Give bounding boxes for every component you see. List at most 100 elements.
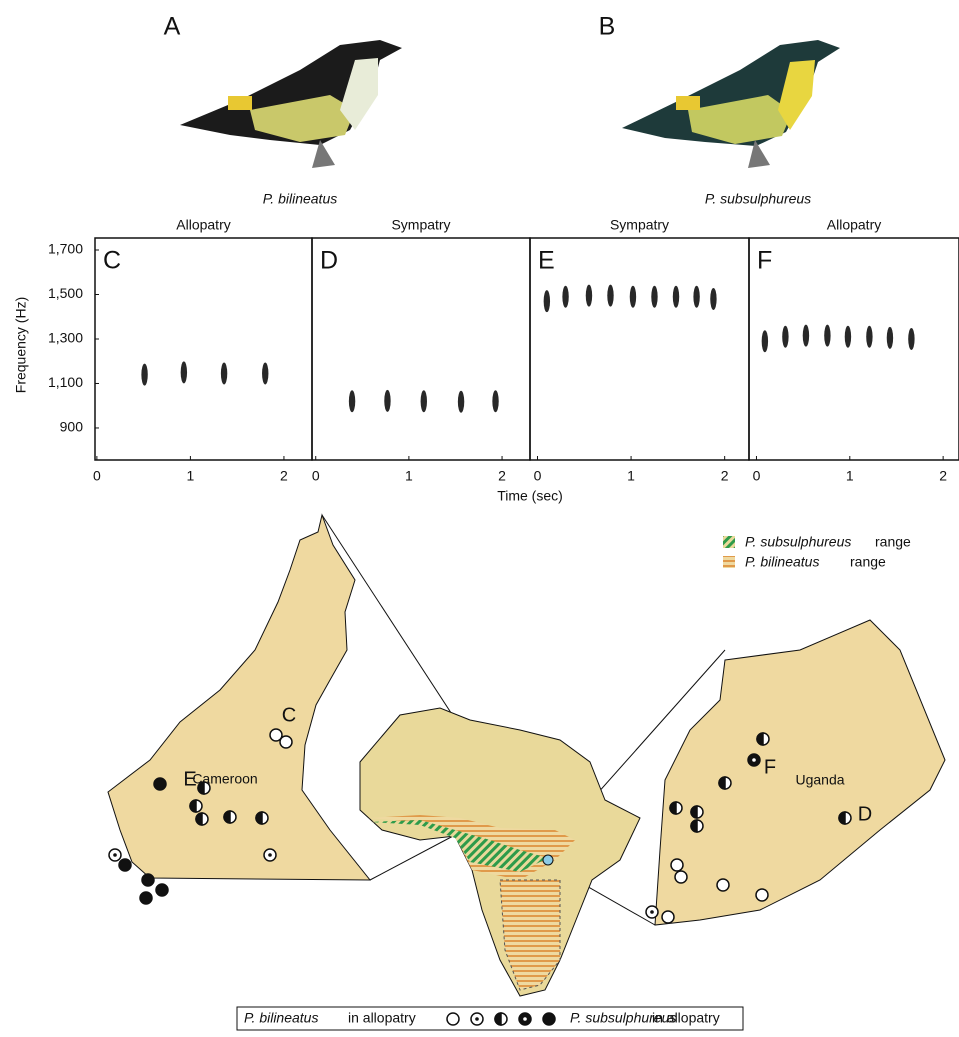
site-symbol bbox=[256, 812, 262, 824]
song-note bbox=[762, 330, 768, 352]
site-label: E bbox=[183, 768, 196, 790]
panel-label: F bbox=[757, 247, 772, 275]
song-note bbox=[693, 286, 699, 308]
legend-label: in allopatry bbox=[348, 1010, 416, 1026]
x-tick-label: 0 bbox=[312, 468, 320, 484]
cameroon bbox=[108, 515, 370, 880]
site-symbol bbox=[198, 782, 204, 794]
site-symbol bbox=[717, 879, 729, 891]
bird-b bbox=[622, 40, 840, 168]
legend-label: P. bilineatus bbox=[745, 554, 819, 570]
song-note bbox=[384, 390, 390, 412]
panel-frame bbox=[530, 238, 749, 460]
y-tick-label: 1,100 bbox=[48, 374, 83, 390]
y-tick-label: 1,500 bbox=[48, 285, 83, 301]
panel-label: B bbox=[599, 13, 616, 41]
song-note bbox=[803, 325, 809, 347]
x-axis-label: Time (sec) bbox=[497, 488, 563, 504]
site-symbol bbox=[756, 889, 768, 901]
song-note bbox=[421, 390, 427, 412]
legend-label: P. bilineatus bbox=[244, 1010, 318, 1026]
x-tick-label: 2 bbox=[498, 468, 506, 484]
legend-swatch bbox=[723, 556, 735, 568]
legend-label: in allopatry bbox=[652, 1010, 720, 1026]
song-note bbox=[887, 327, 893, 349]
legend-label: range bbox=[875, 534, 911, 550]
panel-label: E bbox=[538, 247, 555, 275]
site-symbol bbox=[543, 1013, 555, 1025]
site-symbol bbox=[268, 853, 272, 857]
x-tick-label: 0 bbox=[93, 468, 101, 484]
page: A B P. bilineatus P. subsulphureus Frequ… bbox=[0, 0, 959, 1037]
song-note bbox=[651, 286, 657, 308]
site-symbol bbox=[650, 910, 654, 914]
site-symbol bbox=[142, 874, 154, 886]
song-note bbox=[349, 390, 355, 412]
site-symbol bbox=[757, 733, 763, 745]
song-note bbox=[866, 326, 872, 348]
song-note bbox=[544, 290, 550, 312]
song-note bbox=[710, 288, 716, 310]
site-symbol bbox=[752, 758, 756, 762]
song-note bbox=[630, 286, 636, 308]
site-symbol bbox=[280, 736, 292, 748]
song-note bbox=[492, 390, 498, 412]
song-note bbox=[607, 285, 613, 307]
x-tick-label: 2 bbox=[280, 468, 288, 484]
x-tick-label: 1 bbox=[187, 468, 195, 484]
site-symbol bbox=[839, 812, 845, 824]
song-note bbox=[845, 326, 851, 348]
country-label: Uganda bbox=[795, 772, 844, 788]
song-note bbox=[262, 362, 268, 384]
site-label: D bbox=[858, 803, 872, 825]
song-note bbox=[141, 364, 147, 386]
panel-frame bbox=[749, 238, 959, 460]
panel-title: Allopatry bbox=[827, 217, 881, 233]
x-tick-label: 2 bbox=[721, 468, 729, 484]
site-symbol bbox=[719, 777, 725, 789]
x-tick-label: 2 bbox=[939, 468, 947, 484]
panel-title: Allopatry bbox=[176, 217, 230, 233]
panel-label: D bbox=[320, 247, 338, 275]
site-symbol bbox=[670, 802, 676, 814]
x-tick-label: 0 bbox=[753, 468, 761, 484]
x-tick-label: 1 bbox=[627, 468, 635, 484]
x-tick-label: 1 bbox=[405, 468, 413, 484]
song-note bbox=[586, 285, 592, 307]
site-symbol bbox=[119, 859, 131, 871]
figure: A B P. bilineatus P. subsulphureus Frequ… bbox=[0, 0, 959, 1032]
site-label: F bbox=[764, 756, 776, 778]
song-note bbox=[181, 361, 187, 383]
site-symbol bbox=[224, 811, 230, 823]
panel-title: Sympatry bbox=[610, 217, 669, 233]
site-symbol bbox=[691, 806, 697, 818]
species-name: P. subsulphureus bbox=[705, 191, 811, 207]
site-symbol bbox=[675, 871, 687, 883]
song-note bbox=[458, 391, 464, 413]
site-symbol bbox=[523, 1017, 527, 1021]
y-tick-label: 1,700 bbox=[48, 241, 83, 257]
site-label: C bbox=[282, 704, 296, 726]
x-tick-label: 1 bbox=[846, 468, 854, 484]
lake bbox=[543, 855, 553, 865]
site-symbol bbox=[190, 800, 196, 812]
legend-label: range bbox=[850, 554, 886, 570]
site-symbol bbox=[140, 892, 152, 904]
y-tick-label: 900 bbox=[60, 419, 84, 435]
site-symbol bbox=[662, 911, 674, 923]
legend-label: P. subsulphureus bbox=[745, 534, 851, 550]
site-symbol bbox=[495, 1013, 501, 1025]
y-tick-label: 1,300 bbox=[48, 330, 83, 346]
site-symbol bbox=[156, 884, 168, 896]
panel-frame bbox=[95, 238, 312, 460]
y-axis-label: Frequency (Hz) bbox=[13, 297, 29, 393]
site-symbol bbox=[447, 1013, 459, 1025]
song-note bbox=[824, 325, 830, 347]
song-note bbox=[908, 328, 914, 350]
panel-frame bbox=[312, 238, 530, 460]
site-symbol bbox=[671, 859, 683, 871]
x-tick-label: 0 bbox=[534, 468, 542, 484]
species-name: P. bilineatus bbox=[263, 191, 337, 207]
zoom-line bbox=[370, 835, 455, 880]
